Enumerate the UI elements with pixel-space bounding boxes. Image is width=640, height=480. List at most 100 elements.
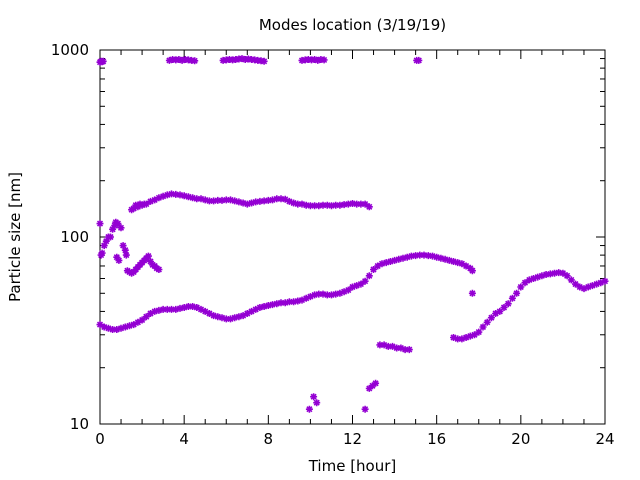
data-point [320,56,328,64]
data-point [344,286,352,294]
data-point [361,277,369,285]
data-point [260,57,268,65]
data-point [214,196,222,204]
data-point [601,277,609,285]
data-point [100,242,108,250]
x-tick-label: 20 [511,430,530,448]
x-tick-label: 24 [595,430,614,448]
x-tick-label: 16 [427,430,446,448]
data-point [197,305,205,313]
data-point [96,220,104,228]
data-point [98,249,106,257]
data-point [370,266,377,273]
data-point [393,344,401,352]
data-point [365,203,373,211]
data-point [357,280,365,288]
data-point [458,260,466,268]
data-point [248,307,255,315]
data-point [134,318,142,326]
data-point [285,298,293,306]
data-point [401,346,409,354]
data-point [572,280,579,288]
data-point [144,252,152,260]
data-point [305,405,313,413]
data-point [138,316,146,324]
y-tick-label: 10 [70,415,89,433]
data-point [468,267,476,275]
data-point [310,393,318,401]
data-point [496,307,504,315]
data-point [405,346,413,354]
y-axis: 10 100 1000 [51,41,605,433]
data-point [517,283,525,291]
data-point [372,379,380,387]
data-point [119,242,127,250]
data-point [151,196,159,204]
y-tick-label: 100 [60,228,89,246]
x-tick-label: 4 [179,430,189,448]
data-point [109,225,117,233]
data-point [323,291,331,299]
data-point [277,299,285,307]
y-axis-label: Particle size [nm] [6,172,24,302]
data-point [361,405,369,413]
data-point [471,331,478,339]
data-point [475,328,483,336]
data-point [298,296,306,304]
chart-title: Modes location (3/19/19) [259,16,446,34]
data-point [468,289,476,297]
data-point [513,289,521,297]
data-point [122,251,130,259]
data-point [142,200,150,208]
data-point [205,310,213,317]
data-point [99,57,107,65]
data-point [130,205,138,212]
data-point [184,303,192,310]
data-point [163,305,171,313]
data-point [353,200,361,208]
plot-frame [99,49,606,425]
data-point [500,304,508,311]
data-point [201,307,209,315]
data-point [306,293,314,301]
data-point [479,323,487,331]
data-point [384,342,392,350]
data-point [376,341,384,349]
x-tick-label: 12 [343,430,362,448]
data-point [193,195,201,203]
x-axis-label: Time [hour] [308,457,397,475]
data-point [205,197,213,205]
data-point [454,335,462,343]
data-point [222,196,230,204]
data-point [315,290,323,298]
data-point [521,279,529,287]
data-point [416,251,424,259]
data-point [281,195,289,203]
data-point [567,276,575,284]
data-point [361,200,369,208]
data-point [374,262,382,270]
data-point [121,246,129,254]
data-point [191,57,199,65]
data-point [415,56,423,64]
data-point [142,313,150,321]
data-point [319,201,327,209]
data-point [252,305,260,313]
x-tick-label: 0 [95,430,105,448]
data-point [294,200,302,208]
data-point [306,202,314,210]
data-point [222,315,230,323]
data-point [159,305,167,313]
data-point [147,258,154,265]
data-point [273,195,281,203]
data-point [487,314,495,322]
data-points [96,55,609,413]
data-point [559,269,567,277]
data-point [117,224,125,232]
data-point [130,321,138,329]
data-point [332,201,340,209]
data-point [107,233,114,241]
data-point [147,310,154,317]
x-axis: 0 4 8 12 16 20 24 [95,50,615,448]
